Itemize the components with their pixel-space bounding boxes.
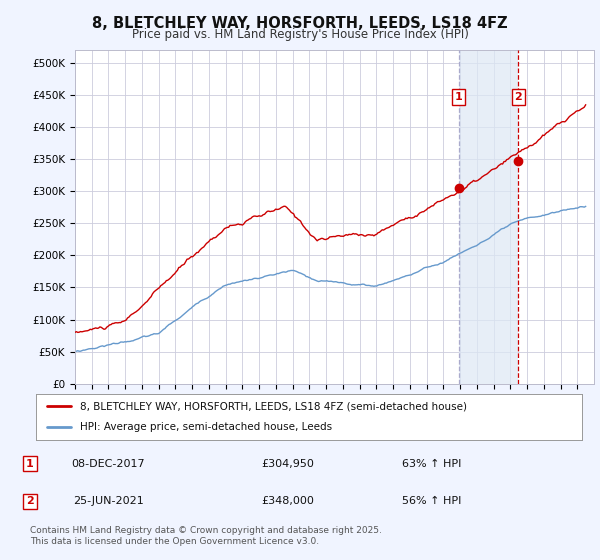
Text: Contains HM Land Registry data © Crown copyright and database right 2025.
This d: Contains HM Land Registry data © Crown c… [30,526,382,546]
Text: 8, BLETCHLEY WAY, HORSFORTH, LEEDS, LS18 4FZ: 8, BLETCHLEY WAY, HORSFORTH, LEEDS, LS18… [92,16,508,31]
Text: 56% ↑ HPI: 56% ↑ HPI [403,496,461,506]
Text: £304,950: £304,950 [262,459,314,469]
Text: 25-JUN-2021: 25-JUN-2021 [73,496,143,506]
Text: Price paid vs. HM Land Registry's House Price Index (HPI): Price paid vs. HM Land Registry's House … [131,28,469,41]
Text: 1: 1 [455,92,463,102]
Bar [459,50,518,384]
Text: 63% ↑ HPI: 63% ↑ HPI [403,459,461,469]
Text: 8, BLETCHLEY WAY, HORSFORTH, LEEDS, LS18 4FZ (semi-detached house): 8, BLETCHLEY WAY, HORSFORTH, LEEDS, LS18… [80,401,467,411]
Text: £348,000: £348,000 [262,496,314,506]
Text: 08-DEC-2017: 08-DEC-2017 [71,459,145,469]
Text: 1: 1 [26,459,34,469]
Text: 2: 2 [26,496,34,506]
Text: 2: 2 [514,92,522,102]
Text: HPI: Average price, semi-detached house, Leeds: HPI: Average price, semi-detached house,… [80,422,332,432]
